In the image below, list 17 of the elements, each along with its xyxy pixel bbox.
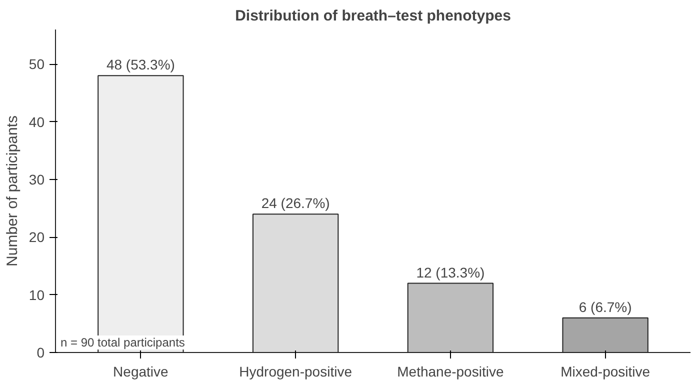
y-tick-label: 50 [28,56,45,72]
chart-title: Distribution of breath–test phenotypes [235,8,511,24]
x-tick-label: Mixed-positive [560,364,650,380]
data-label: 6 (6.7%) [578,298,632,315]
y-axis-title: Number of participants [4,116,21,266]
y-tick-label: 0 [36,344,45,360]
data-label: 12 (13.3%) [416,264,485,280]
y-tick-label: 40 [28,114,45,130]
x-tick-label: Negative [113,364,169,380]
y-tick-label: 10 [28,286,45,303]
annotation: n = 90 total participants [60,336,185,350]
x-tick-label: Hydrogen-positive [239,364,352,380]
data-label: 48 (53.3%) [106,56,175,73]
y-tick-label: 30 [28,171,45,188]
x-tick-label: Methane-positive [397,364,504,380]
y-tick-label: 20 [28,229,45,246]
data-label: 24 (26.7%) [261,195,330,212]
